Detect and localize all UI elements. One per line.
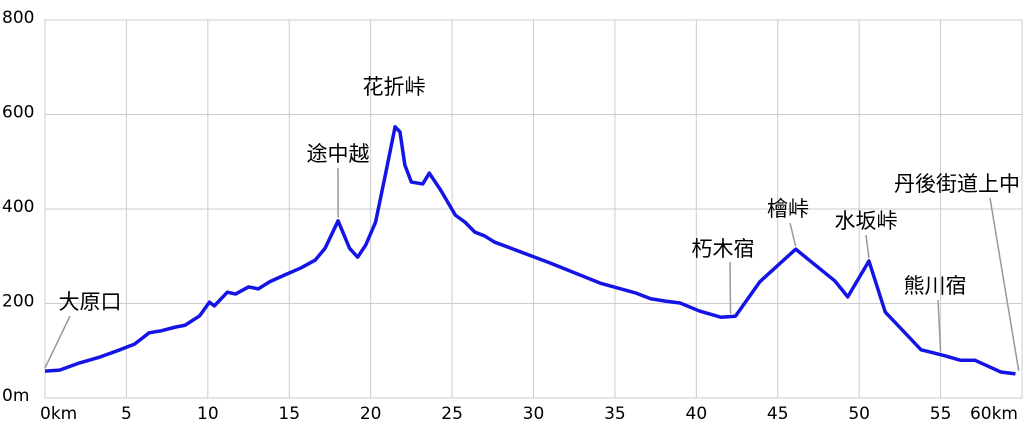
- annotation-label: 朽木宿: [692, 237, 755, 261]
- x-tick-label: 50: [848, 404, 870, 424]
- x-tick-label: 30: [523, 404, 545, 424]
- x-tick-label: 60km: [970, 404, 1018, 424]
- y-tick-label: 800: [2, 8, 34, 28]
- x-tick-label: 35: [604, 404, 626, 424]
- x-tick-label: 25: [441, 404, 463, 424]
- annotation-label: 檜峠: [767, 197, 809, 221]
- y-tick-label: 0m: [2, 386, 29, 406]
- x-tick-label: 20: [360, 404, 382, 424]
- annotation-label: 熊川宿: [904, 274, 967, 298]
- x-tick-label: 5: [121, 404, 132, 424]
- elevation-line: [44, 125, 1016, 376]
- leader-line: [789, 222, 797, 247]
- leader-line: [865, 234, 870, 259]
- leader-line: [44, 315, 71, 369]
- leader-line: [989, 197, 1020, 372]
- x-tick-label: 55: [930, 404, 952, 424]
- x-tick-label: 10: [197, 404, 219, 424]
- annotation-label: 途中越: [307, 142, 370, 166]
- annotation-label: 花折峠: [363, 75, 426, 99]
- x-tick-label: 40: [686, 404, 708, 424]
- annotation-label: 大原口: [59, 290, 122, 314]
- leader-line: [937, 299, 942, 352]
- leader-line: [729, 261, 732, 314]
- y-tick-label: 200: [2, 292, 34, 312]
- annotation-label: 水坂峠: [835, 209, 898, 233]
- x-tick-label: 0km: [40, 404, 77, 424]
- y-tick-label: 600: [2, 103, 34, 123]
- y-tick-label: 400: [2, 197, 34, 217]
- annotation-label: 丹後街道上中: [894, 172, 1020, 196]
- x-tick-label: 45: [767, 404, 789, 424]
- x-tick-label: 15: [278, 404, 300, 424]
